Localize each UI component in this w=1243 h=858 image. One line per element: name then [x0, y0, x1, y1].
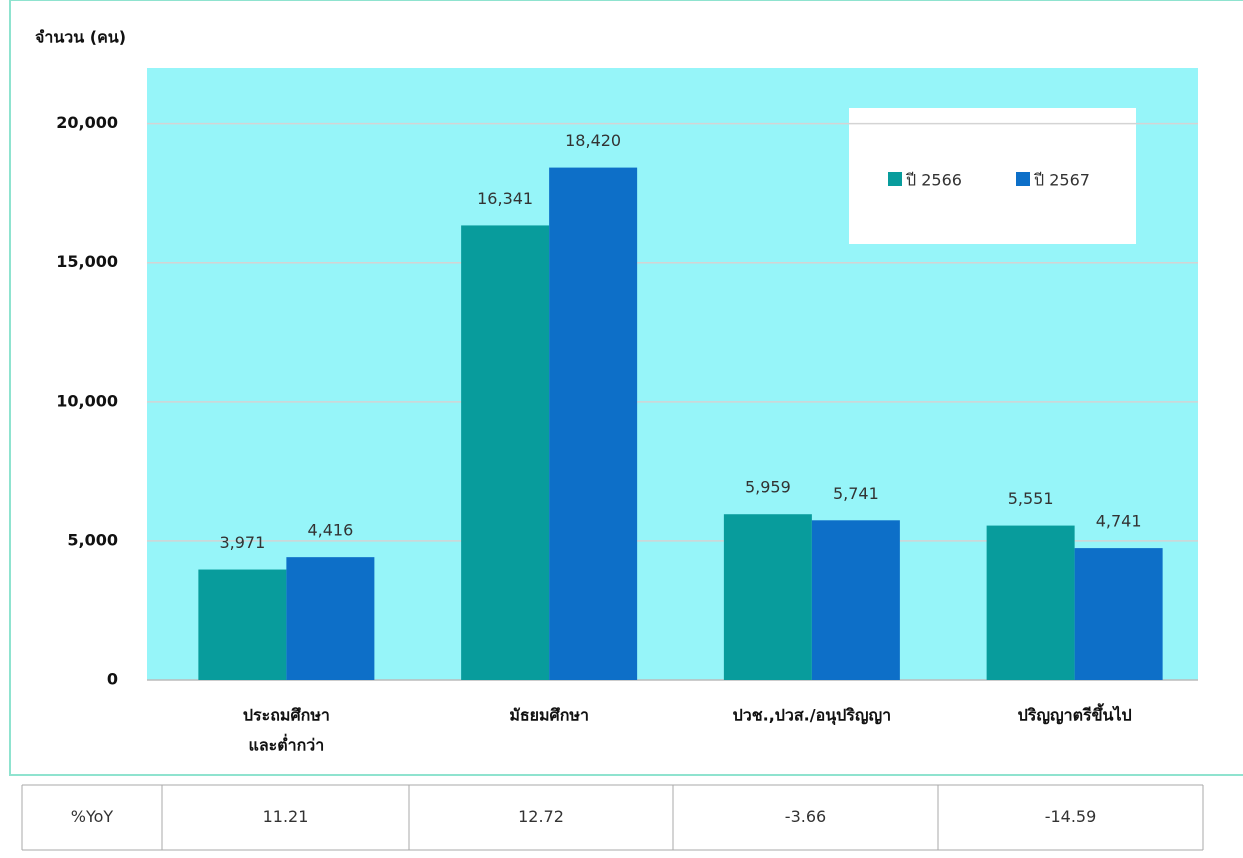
x-tick-label: ปริญญาตรีขึ้นไป — [1018, 703, 1132, 726]
legend-swatch — [888, 172, 902, 186]
table-header: %YoY — [71, 807, 114, 826]
y-tick-label: 20,000 — [56, 113, 118, 132]
x-tick-label: และต่ำกว่า — [249, 734, 325, 755]
y-axis-label: จำนวน (คน) — [35, 28, 126, 47]
x-tick-label: ปวช.,ปวส./อนุปริญญา — [733, 706, 892, 726]
y-tick-label: 10,000 — [56, 391, 118, 410]
bar — [1074, 548, 1163, 680]
bar — [286, 557, 375, 680]
bar — [723, 514, 812, 680]
legend-label: ปี 2567 — [1034, 171, 1090, 190]
value-label: 4,741 — [1096, 512, 1142, 531]
bar — [198, 569, 287, 680]
x-tick-label: ประถมศึกษา — [243, 706, 330, 725]
value-label: 5,959 — [745, 478, 791, 497]
table-cell: -14.59 — [1045, 807, 1097, 826]
y-tick-label: 0 — [107, 670, 118, 689]
value-label: 4,416 — [307, 521, 353, 540]
legend-label: ปี 2566 — [906, 171, 962, 190]
table-cell: -3.66 — [785, 807, 826, 826]
value-label: 5,741 — [833, 484, 879, 503]
value-label: 18,420 — [565, 131, 621, 150]
table-cell: 12.72 — [518, 807, 564, 826]
y-tick-label: 5,000 — [67, 530, 118, 549]
bar — [986, 525, 1075, 680]
table-cell: 11.21 — [263, 807, 309, 826]
bar — [811, 520, 900, 680]
bar — [549, 167, 638, 680]
legend-swatch — [1016, 172, 1030, 186]
value-label: 5,551 — [1008, 489, 1054, 508]
value-label: 3,971 — [219, 533, 265, 552]
x-tick-label: มัธยมศึกษา — [509, 706, 589, 725]
value-label: 16,341 — [477, 189, 533, 208]
bar — [461, 225, 550, 680]
y-tick-label: 15,000 — [56, 252, 118, 271]
chart-border — [9, 0, 1243, 776]
